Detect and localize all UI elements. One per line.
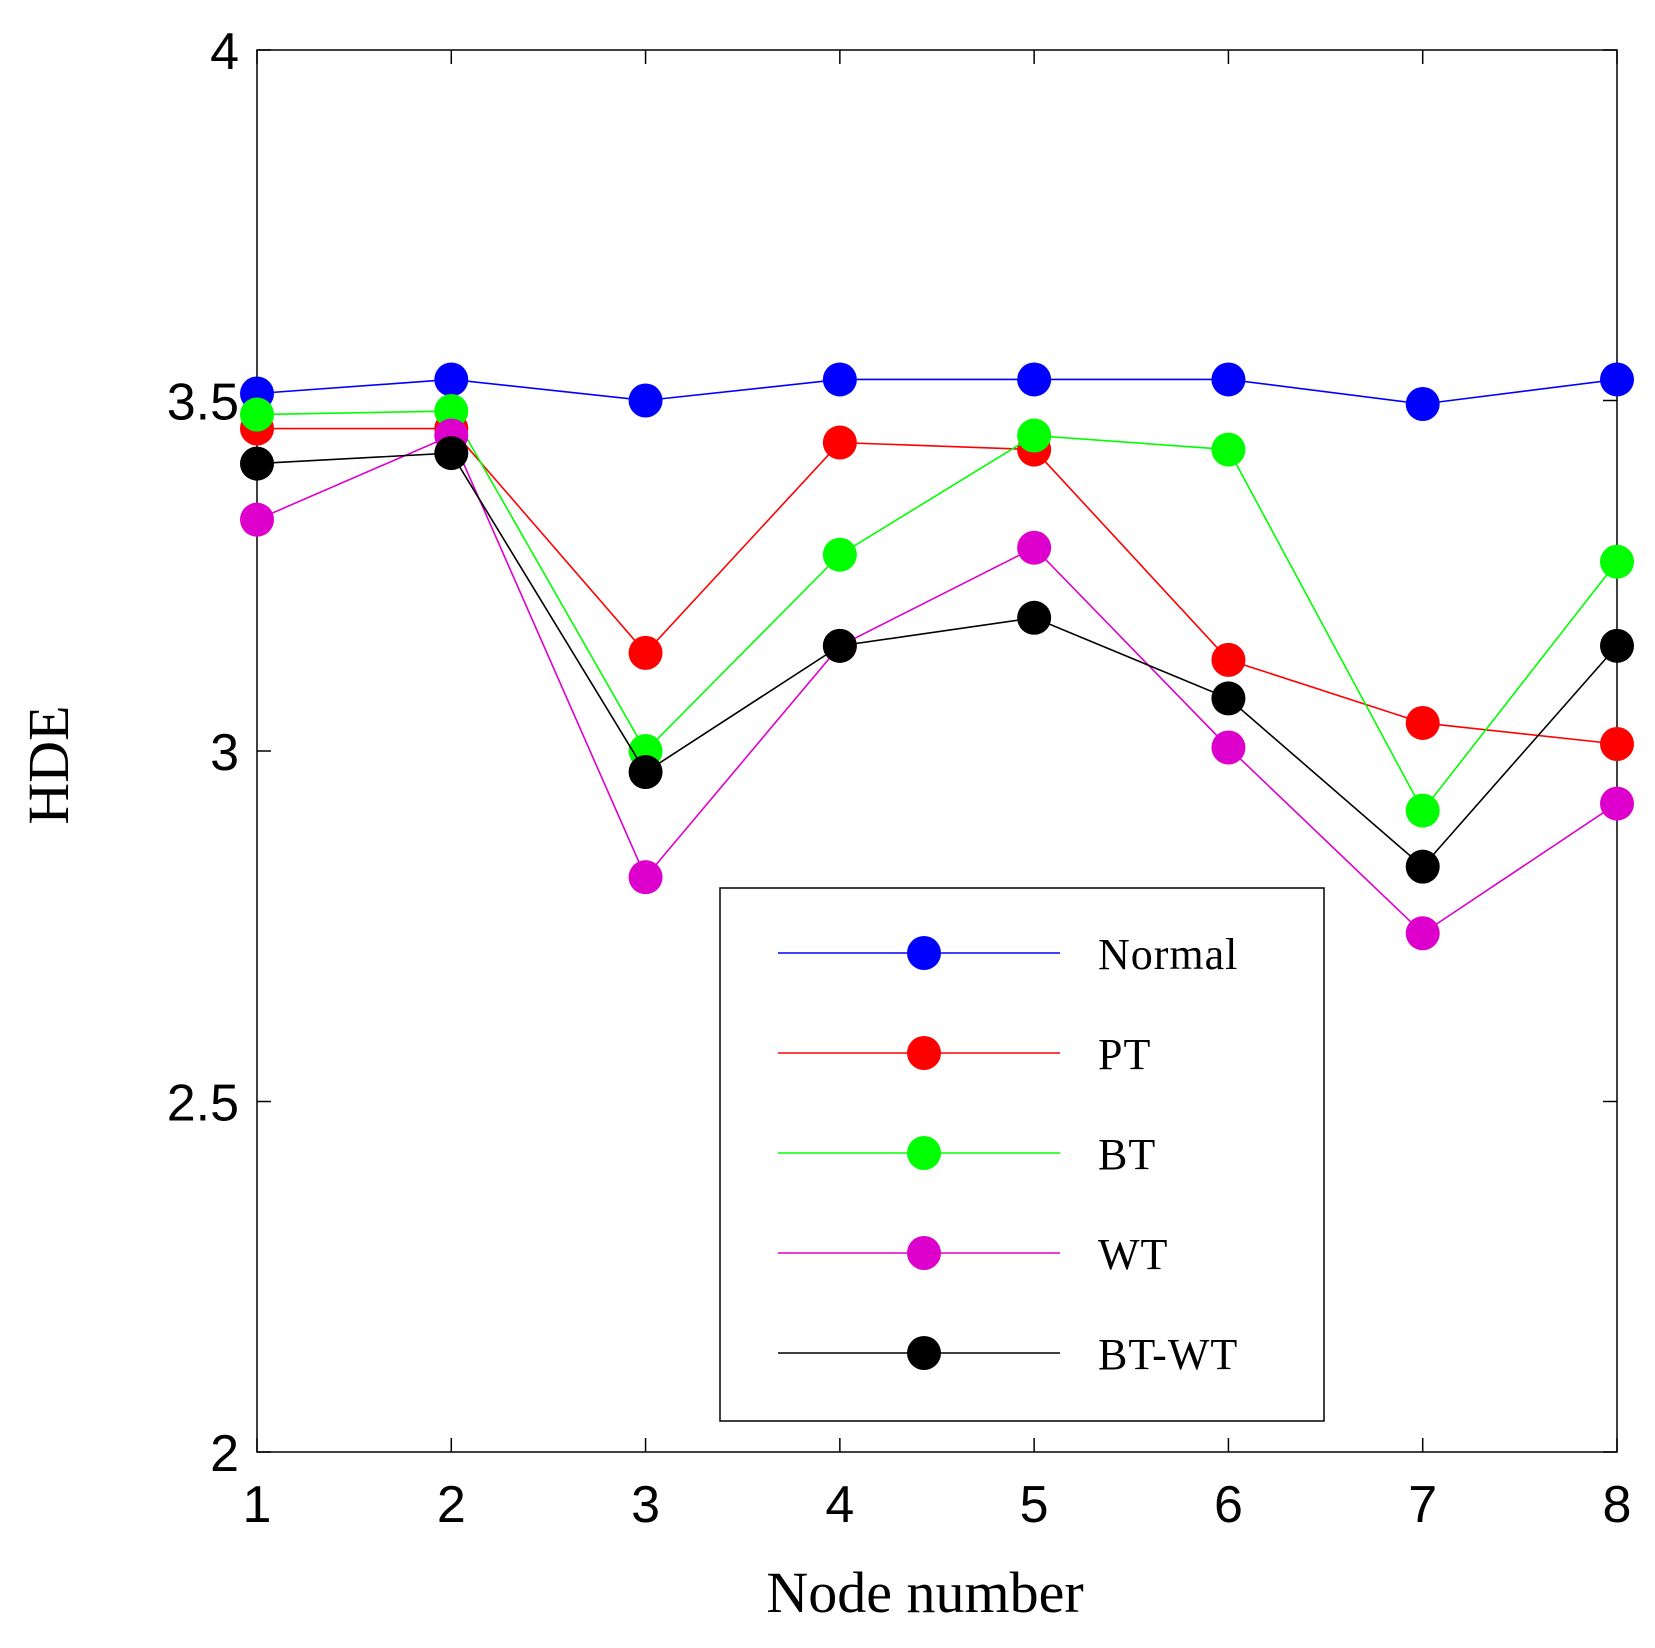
legend-box xyxy=(719,887,1325,1422)
legend-item-bt-wt: BT-WT xyxy=(778,1330,1238,1379)
data-point-wt xyxy=(1211,730,1246,765)
data-point-bt-wt xyxy=(240,446,274,481)
legend-item-pt: PT xyxy=(778,1030,1151,1079)
data-point-pt xyxy=(1600,726,1634,761)
y-axis-title: HDE xyxy=(16,705,81,824)
legend-label-normal: Normal xyxy=(1098,930,1238,979)
data-point-normal xyxy=(1600,362,1634,397)
legend-label-bt: BT xyxy=(1098,1130,1156,1179)
x-tick-label: 7 xyxy=(1408,1476,1437,1534)
data-point-bt-wt xyxy=(1600,628,1634,663)
data-point-normal xyxy=(628,383,663,418)
data-point-pt xyxy=(1405,705,1440,740)
y-tick-label: 3 xyxy=(210,724,239,782)
legend-item-bt: BT xyxy=(778,1130,1156,1179)
series-line-normal xyxy=(256,378,1618,405)
axes: 1 2 3 4 5 6 7 822.533.54 xyxy=(167,23,1632,1534)
data-point-bt xyxy=(434,394,469,429)
y-tick-label: 4 xyxy=(210,23,239,81)
y-tick-label: 3.5 xyxy=(167,374,239,432)
data-point-bt-wt xyxy=(628,755,663,790)
series-line-pt xyxy=(257,427,1618,745)
data-point-normal xyxy=(1405,387,1440,422)
data-point-pt xyxy=(628,635,663,670)
x-tick-label: 8 xyxy=(1603,1476,1632,1534)
legend-label-pt: PT xyxy=(1098,1030,1151,1079)
data-point-bt-wt xyxy=(1017,600,1052,635)
data-point-wt xyxy=(1017,530,1052,565)
y-tick-label: 2 xyxy=(210,1425,239,1483)
x-tick-label: 1 xyxy=(243,1476,272,1534)
data-point-bt xyxy=(240,397,274,432)
legend-marker-wt xyxy=(907,1236,941,1270)
series-line-wt xyxy=(256,434,1618,935)
series-line-bt-wt xyxy=(256,452,1618,868)
data-point-bt xyxy=(1600,544,1634,579)
x-tick-label: 6 xyxy=(1214,1476,1243,1534)
data-point-wt xyxy=(1600,786,1634,821)
data-point-bt xyxy=(1405,793,1440,828)
legend-label-bt-wt: BT-WT xyxy=(1098,1330,1238,1379)
data-point-bt-wt xyxy=(434,436,469,471)
series-bt-wt xyxy=(240,436,1634,884)
data-point-normal xyxy=(434,362,469,397)
data-point-wt xyxy=(240,502,274,537)
x-axis-title: Node number xyxy=(766,1560,1083,1625)
data-point-wt xyxy=(1405,916,1440,951)
x-tick-label: 4 xyxy=(825,1476,854,1534)
x-tick-label: 3 xyxy=(631,1476,660,1534)
data-point-bt xyxy=(1211,432,1246,467)
data-point-bt-wt xyxy=(1211,681,1246,716)
x-tick-label: 2 xyxy=(437,1476,466,1534)
legend-marker-normal xyxy=(907,936,941,970)
data-point-normal xyxy=(1017,362,1052,397)
data-point-bt-wt xyxy=(822,628,857,663)
data-point-pt xyxy=(822,425,857,460)
data-point-normal xyxy=(822,362,857,397)
y-tick-label: 2.5 xyxy=(167,1075,239,1133)
data-point-pt xyxy=(1211,642,1246,677)
legend-marker-bt xyxy=(907,1136,941,1170)
legend-label-wt: WT xyxy=(1098,1230,1168,1279)
series-normal xyxy=(240,362,1634,422)
data-point-bt xyxy=(822,537,857,572)
series-line-bt xyxy=(256,410,1618,813)
data-point-bt-wt xyxy=(1405,849,1440,884)
legend: Normal PT BT WT BT-WT xyxy=(719,887,1325,1422)
legend-item-normal: Normal xyxy=(778,930,1238,979)
data-point-wt xyxy=(628,860,663,895)
data-point-normal xyxy=(1211,362,1246,397)
legend-marker-pt xyxy=(907,1036,941,1070)
legend-marker-bt-wt xyxy=(907,1336,941,1370)
x-tick-label: 5 xyxy=(1020,1476,1049,1534)
series-group xyxy=(240,362,1634,951)
legend-item-wt: WT xyxy=(778,1230,1168,1279)
data-point-bt xyxy=(1017,418,1052,453)
